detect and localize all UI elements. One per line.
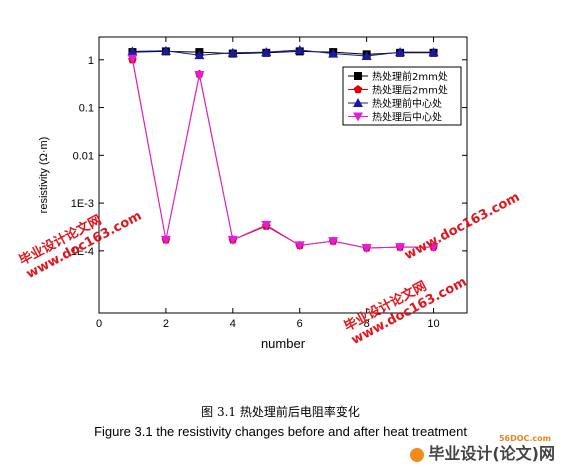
data-point-series-3: [160, 45, 171, 55]
site-tag-small: 56DOC.com: [498, 434, 551, 443]
data-point-series-4: [428, 243, 439, 253]
resistivity-chart: 0 2 4 6 8 10 1 0.1 0.01 1E-3 1E-4 number resistivity…: [38, 36, 468, 351]
y-tick-label: 1E-4: [71, 246, 94, 258]
legend-label-3: 热处理前中心处: [372, 97, 442, 110]
x-axis-label: number: [261, 336, 306, 351]
series-line-4: [132, 58, 434, 249]
x-tick-label: 6: [297, 318, 303, 330]
x-tick-label: 0: [96, 318, 102, 330]
y-tick-label: 1E-3: [71, 198, 94, 210]
data-point-series-3: [428, 47, 439, 57]
footer-label: 毕业设计(论文)网: [428, 444, 555, 463]
data-point-series-3: [227, 47, 238, 57]
legend-label-2: 热处理后2mm处: [372, 84, 448, 97]
x-tick-label: 2: [163, 318, 169, 330]
data-point-series-3: [294, 45, 305, 55]
globe-icon: [410, 447, 425, 462]
data-point-series-3: [194, 50, 205, 60]
series-line-3: [132, 49, 434, 57]
legend-label-1: 热处理前2mm处: [372, 70, 448, 83]
legend-marker-2: [353, 85, 363, 94]
y-tick-label: 1: [88, 55, 94, 67]
x-tick-label: 8: [364, 318, 370, 330]
data-point-series-4: [127, 54, 138, 64]
data-point-series-4: [261, 220, 272, 230]
y-tick-label: 0.1: [79, 103, 94, 115]
data-point-series-3: [261, 47, 272, 57]
data-point-series-3: [395, 47, 406, 57]
x-tick-label: 4: [230, 318, 236, 330]
data-point-series-3: [127, 46, 138, 56]
y-tick-label: 0.01: [73, 150, 94, 162]
plot-frame: [98, 36, 468, 314]
data-point-series-4: [361, 243, 372, 253]
data-point-series-4: [395, 243, 406, 253]
legend-marker-3: [353, 98, 363, 107]
footer-logo: 毕业设计(论文)网: [410, 440, 555, 464]
data-point-series-3: [361, 51, 372, 61]
x-tick-label: 10: [427, 318, 439, 330]
figure-caption-chinese: 图 3.1 热处理前后电阻率变化: [201, 405, 360, 419]
legend-label-4: 热处理后中心处: [372, 111, 442, 124]
data-point-series-4: [227, 235, 238, 245]
data-point-series-3: [328, 48, 339, 58]
legend-box: [342, 66, 462, 126]
data-point-series-4: [160, 235, 171, 245]
data-point-series-4: [194, 71, 205, 81]
data-point-series-4: [294, 241, 305, 251]
y-axis-label: resistivity (Ω·m): [38, 137, 50, 214]
legend-marker-1: [354, 72, 362, 80]
data-point-series-4: [328, 237, 339, 247]
legend-marker-4: [353, 112, 363, 122]
figure-caption-english: Figure 3.1 the resistivity changes befor…: [94, 424, 467, 439]
